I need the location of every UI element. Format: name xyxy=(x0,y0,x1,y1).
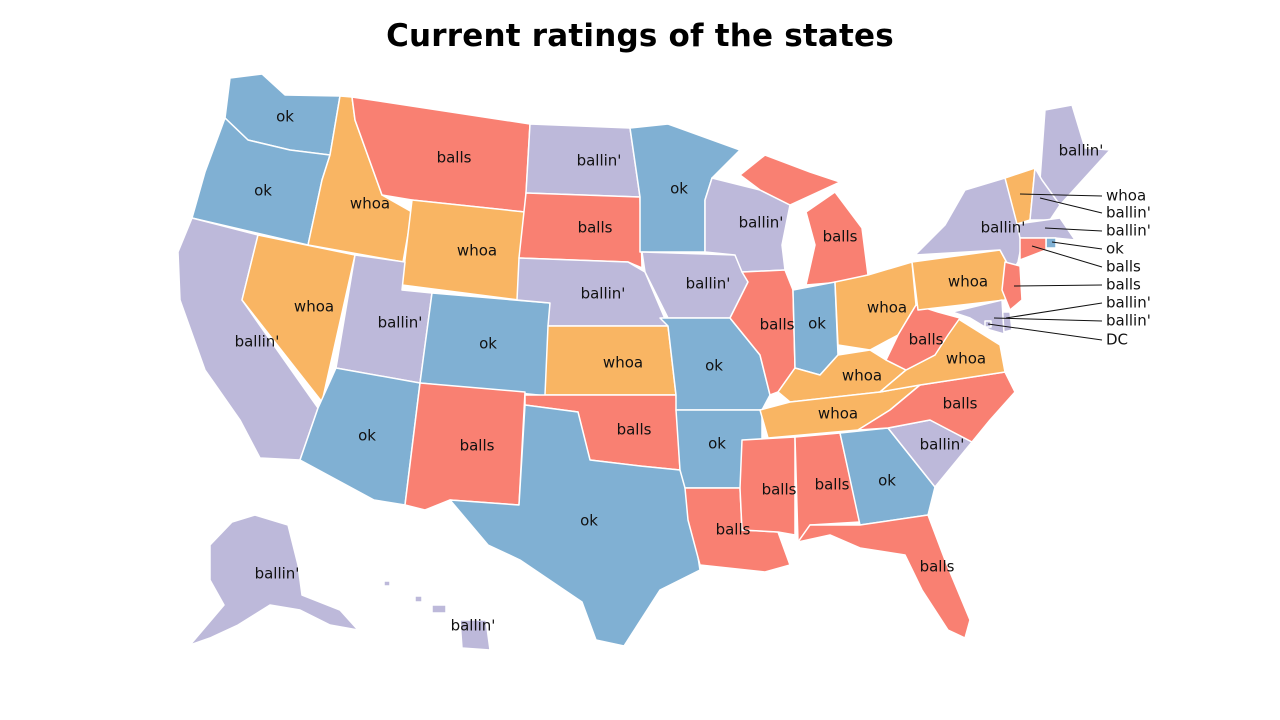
state-label-nv: whoa xyxy=(294,298,334,316)
state-label-mt: balls xyxy=(437,149,472,167)
callout-leader-vt xyxy=(1019,193,1103,197)
callout-leader-de xyxy=(1005,302,1103,319)
state-label-in: ok xyxy=(808,315,826,333)
state-label-tn: whoa xyxy=(818,405,858,423)
state-label-pa: whoa xyxy=(948,273,988,291)
callout-leader-nj xyxy=(1013,284,1103,287)
callout-label-dc: DC xyxy=(1106,331,1128,349)
callout-label-ct: balls xyxy=(1106,258,1141,276)
callout-leader-dc xyxy=(987,323,1103,341)
northeast-callouts: whoa ballin' ballin' ok balls balls ball… xyxy=(987,187,1151,349)
state-label-la: balls xyxy=(716,521,751,539)
state-label-ky: whoa xyxy=(842,367,882,385)
state-label-mn: ok xyxy=(670,180,688,198)
state-shapes xyxy=(177,73,1111,651)
state-fl[interactable] xyxy=(797,514,971,639)
state-label-co: ok xyxy=(479,335,497,353)
state-label-nm: balls xyxy=(460,437,495,455)
state-label-va: whoa xyxy=(946,350,986,368)
callout-label-vt: whoa xyxy=(1106,187,1146,205)
state-label-wy: whoa xyxy=(457,242,497,260)
callout-leader-nh xyxy=(1039,197,1103,214)
state-nj[interactable] xyxy=(1001,261,1023,311)
state-label-ar: ok xyxy=(708,435,726,453)
state-label-ms: balls xyxy=(762,481,797,499)
callout-label-nj: balls xyxy=(1106,276,1141,294)
state-label-hi: ballin' xyxy=(451,617,496,635)
state-label-ok: balls xyxy=(617,421,652,439)
state-label-al: balls xyxy=(815,476,850,494)
callout-leader-md xyxy=(993,317,1103,322)
state-label-tx: ok xyxy=(580,512,598,530)
state-label-id: whoa xyxy=(350,195,390,213)
callout-label-ri: ok xyxy=(1106,240,1124,258)
state-il[interactable] xyxy=(729,269,796,396)
callout-leader-ct xyxy=(1031,245,1103,268)
callout-label-md: ballin' xyxy=(1106,312,1151,330)
state-hi[interactable] xyxy=(383,580,491,651)
callout-leader-ri xyxy=(1051,241,1103,250)
state-label-ny: ballin' xyxy=(981,219,1026,237)
state-label-ga: ok xyxy=(878,472,896,490)
callout-label-de: ballin' xyxy=(1106,294,1151,312)
state-label-sd: balls xyxy=(578,219,613,237)
state-sd[interactable] xyxy=(518,192,643,269)
state-ma[interactable] xyxy=(1016,217,1076,241)
state-label-il: balls xyxy=(760,316,795,334)
state-label-ca: ballin' xyxy=(235,333,280,351)
state-label-az: ok xyxy=(358,427,376,445)
state-label-mi: balls xyxy=(823,228,858,246)
state-labels: ok ok ballin' whoa whoa balls whoa balli… xyxy=(235,108,1104,635)
state-nh[interactable] xyxy=(1029,167,1061,221)
state-label-ak: ballin' xyxy=(255,565,300,583)
state-label-ne: ballin' xyxy=(581,285,626,303)
state-ak[interactable] xyxy=(189,514,359,646)
state-ri[interactable] xyxy=(1045,237,1057,249)
state-label-or: ok xyxy=(254,182,272,200)
callout-label-nh: ballin' xyxy=(1106,204,1151,222)
state-al[interactable] xyxy=(794,432,861,543)
state-label-ia: ballin' xyxy=(686,275,731,293)
map-title: Current ratings of the states xyxy=(386,18,894,54)
state-label-ut: ballin' xyxy=(378,314,423,332)
state-label-mo: ok xyxy=(705,357,723,375)
state-label-nc: balls xyxy=(943,395,978,413)
state-label-fl: balls xyxy=(920,558,955,576)
state-label-ks: whoa xyxy=(603,354,643,372)
state-label-oh: whoa xyxy=(867,299,907,317)
state-label-me: ballin' xyxy=(1059,142,1104,160)
callout-leader-ma xyxy=(1044,227,1103,232)
state-tx[interactable] xyxy=(449,404,701,647)
state-label-wa: ok xyxy=(276,108,294,126)
state-label-sc: ballin' xyxy=(920,436,965,454)
state-wi[interactable] xyxy=(704,177,791,273)
callout-label-ma: ballin' xyxy=(1106,222,1151,240)
state-label-wv: balls xyxy=(909,331,944,349)
state-label-wi: ballin' xyxy=(739,214,784,232)
state-label-nd: ballin' xyxy=(577,152,622,170)
